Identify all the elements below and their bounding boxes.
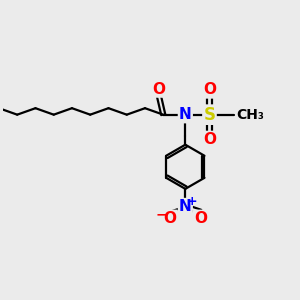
Text: O: O <box>194 211 207 226</box>
Text: S: S <box>203 106 215 124</box>
Text: O: O <box>203 132 216 147</box>
Text: O: O <box>152 82 165 97</box>
Text: N: N <box>179 107 192 122</box>
Text: CH₃: CH₃ <box>237 108 264 122</box>
Text: O: O <box>164 211 176 226</box>
Text: O: O <box>203 82 216 98</box>
Text: N: N <box>179 199 192 214</box>
Text: +: + <box>187 195 197 208</box>
Text: −: − <box>156 207 168 221</box>
